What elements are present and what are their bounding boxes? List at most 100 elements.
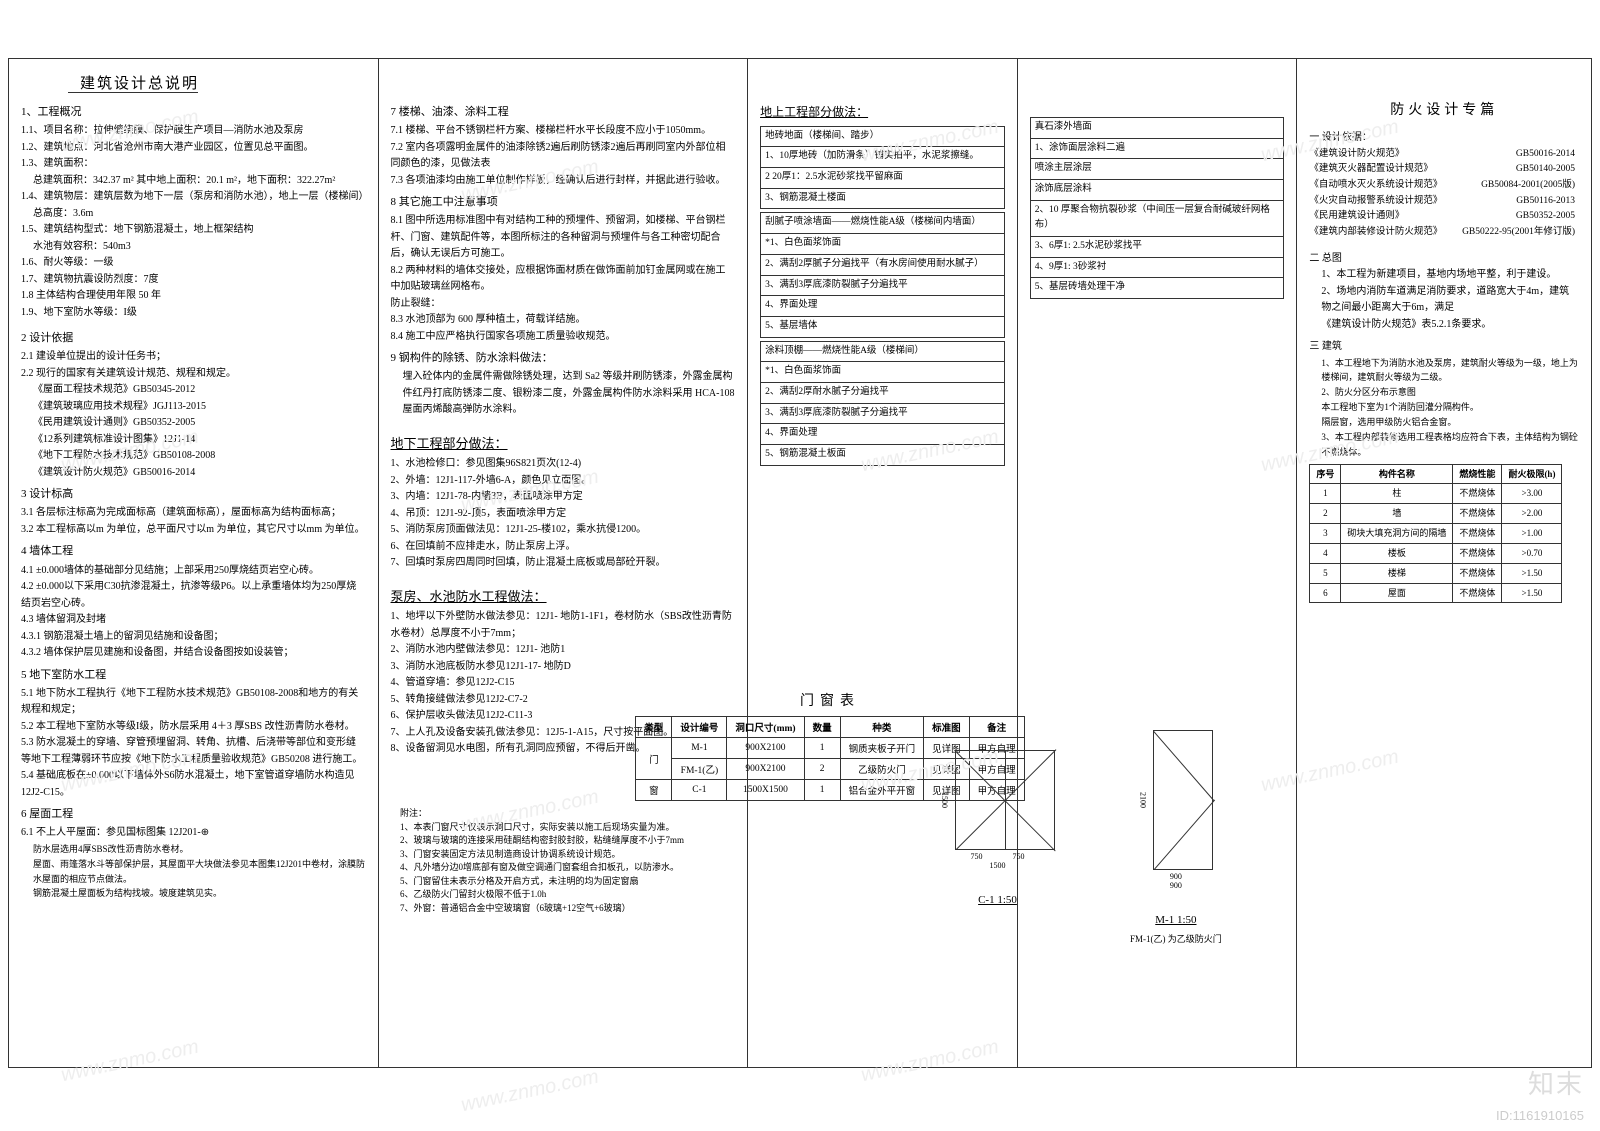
- td: 3、钢筋混凝土楼面: [761, 188, 1005, 209]
- t: 2、消防水池内壁做法参见：12J1- 池防1: [391, 642, 736, 659]
- th: 数量: [804, 717, 840, 738]
- s1-h: 1、工程概况: [21, 103, 366, 121]
- t: 4.3 墙体留洞及封堵: [21, 612, 366, 629]
- col-1: 1、工程概况 1.1、项目名称：拉伸缠绕膜、保护膜生产项目—消防水池及泵房 1.…: [9, 59, 379, 1067]
- t: 《12系列建筑标准设计图集》12J1-14: [21, 432, 366, 449]
- t: 3.2 本工程标高以m 为单位，总平面尺寸以m 为单位，其它尺寸以mm 为单位。: [21, 522, 366, 539]
- t: 埋入砼体内的金属件需做除锈处理，达到 Sa2 等级并刷防锈漆，外露金属构件红丹打…: [391, 369, 736, 419]
- td: 楼板: [1341, 543, 1453, 563]
- s9-h: 9 钢构件的除锈、防水涂料做法：: [391, 349, 736, 367]
- td: 不燃烧体: [1453, 543, 1502, 563]
- td: 3、满刮3厚底漆防裂腻子分遍找平: [761, 275, 1005, 296]
- td: >0.70: [1502, 543, 1562, 563]
- th: 耐火极限(h): [1502, 464, 1562, 484]
- td: 2、10 厚聚合物抗裂砂浆（中间压一层复合耐碱玻纤网格布）: [1030, 200, 1284, 236]
- dim: 900: [1170, 881, 1182, 890]
- code-name: 《建筑设计防火规范》: [1309, 147, 1404, 163]
- t: 3、消防水池底板防水参见12J1-17- 地防D: [391, 659, 736, 676]
- s6-h: 6 屋面工程: [21, 805, 366, 823]
- code-name: 《民用建筑设计通则》: [1309, 209, 1404, 225]
- t: 防水层选用4厚SBS改性沥青防水卷材。: [21, 842, 366, 857]
- td: 1、涂饰面层涂料二遍: [1030, 138, 1284, 159]
- code-name: 《建筑灭火器配置设计规范》: [1309, 162, 1433, 178]
- page-frame: 1、工程概况 1.1、项目名称：拉伸缠绕膜、保护膜生产项目—消防水池及泵房 1.…: [8, 58, 1592, 1068]
- td: 2: [1310, 504, 1341, 524]
- td: C-1: [672, 780, 727, 801]
- dim: 2100: [1138, 792, 1147, 808]
- t: 2.1 建设单位提出的设计任务书；: [21, 349, 366, 366]
- td: *1、白色面浆饰面: [761, 362, 1005, 383]
- td: 4、9厚1: 3砂浆衬: [1030, 257, 1284, 278]
- t: 5、消防泵房顶面做法见：12J1-25-楼102，乘水抗侵1200。: [391, 522, 736, 539]
- t: 《地下工程防水技术规范》GB50108-2008: [21, 448, 366, 465]
- t: 本工程地下室为1个消防回灌分隔构件。: [1309, 400, 1579, 415]
- td: 4、界面处理: [761, 296, 1005, 317]
- td: 5、钢筋混凝土板面: [761, 444, 1005, 465]
- t: 隔层窗，选用甲级防火铝合金窗。: [1309, 415, 1579, 430]
- td: 1: [1310, 484, 1341, 504]
- td: M-1: [672, 738, 727, 759]
- ceiling-tbl: 涂料顶棚——燃烧性能A级（楼梯间） *1、白色面浆饰面 2、满刮2厚耐水腻子分遍…: [760, 341, 1005, 466]
- s3-h: 3 设计标高: [21, 485, 366, 503]
- ag-h: 地上工程部分做法：: [760, 103, 1005, 123]
- td: 3、满刮3厚底漆防裂腻子分遍找平: [761, 403, 1005, 424]
- code-num: GB50352-2005: [1516, 209, 1575, 225]
- td: 900X2100: [727, 738, 804, 759]
- t: 7、回填时泵房四周同时回填，防止混凝土底板或局部砼开裂。: [391, 555, 736, 572]
- td: 涂饰底层涂料: [1030, 180, 1284, 201]
- td: 1500X1500: [727, 780, 804, 801]
- td: 不燃烧体: [1453, 504, 1502, 524]
- td: 5: [1310, 563, 1341, 583]
- td: *1、白色面浆饰面: [761, 234, 1005, 255]
- t: 4.3.2 墙体保护层见建施和设备图，并结合设备图按如设装管；: [21, 645, 366, 662]
- s4-h: 4 墙体工程: [21, 542, 366, 560]
- t: 水池有效容积：540m3: [21, 239, 366, 256]
- t: 1.3、建筑面积：: [21, 156, 366, 173]
- t: 《民用建筑设计通则》GB50352-2005: [21, 415, 366, 432]
- t: 1.8 主体结构合理使用年限 50 年: [21, 288, 366, 305]
- th: 燃烧性能: [1453, 464, 1502, 484]
- t: 防止裂缝：: [391, 296, 736, 313]
- td: FM-1(乙): [672, 759, 727, 780]
- t: 1.1、项目名称：拉伸缠绕膜、保护膜生产项目—消防水池及泵房: [21, 123, 366, 140]
- td: 不燃烧体: [1453, 484, 1502, 504]
- diagram-note: FM-1(乙) 为乙级防火门: [1130, 932, 1222, 945]
- td: 砌块大填充洞方间的隔墙: [1341, 524, 1453, 544]
- diagram-label: M-1 1:50: [1155, 914, 1196, 926]
- s8-h: 8 其它施工中注意事项: [391, 193, 736, 211]
- wall-tbl: 刮腻子喷涂墙面——燃烧性能A级（楼梯间内墙面） *1、白色面浆饰面 2、满刮2厚…: [760, 212, 1005, 337]
- t: 2.2 现行的国家有关建筑设计规范、规程和规定。: [21, 366, 366, 383]
- t: 1.4、建筑物层：建筑层数为地下一层（泵房和消防水池），地上一层（楼梯间）: [21, 189, 366, 206]
- col-2: 7 楼梯、油漆、涂料工程 7.1 楼梯、平台不锈钢栏杆方案、楼梯栏杆水平长段度不…: [379, 59, 749, 1067]
- t: 1、地坪以下外壁防水做法参见：12J1- 地防1-1F1，卷材防水（SBS改性沥…: [391, 609, 736, 642]
- th: 序号: [1310, 464, 1341, 484]
- t: 7.2 室内各项露明金属件的油漆除锈2遍后刷防锈漆2遍后再刷同室内外部位相同颜色…: [391, 140, 736, 173]
- th: 种类: [840, 717, 924, 738]
- td: 3、6厚1: 2.5水泥砂浆找平: [1030, 237, 1284, 258]
- t: 3、本工程内部装修选用工程表格均应符合下表，主体结构为钢砼不燃烧体。: [1309, 430, 1579, 460]
- td: 不燃烧体: [1453, 583, 1502, 603]
- td: 4: [1310, 543, 1341, 563]
- dim: 900: [1170, 872, 1182, 881]
- td: 柱: [1341, 484, 1453, 504]
- t: 1.9、地下室防水等级：I级: [21, 305, 366, 322]
- fire-title: 防火设计专篇: [1309, 99, 1579, 122]
- t: 5.2 本工程地下室防水等级I级，防水层采用 4＋3 厚SBS 改性沥青防水卷材…: [21, 719, 366, 736]
- t: 7.1 楼梯、平台不锈钢栏杆方案、楼梯栏杆水平长段度不应小于1050mm。: [391, 123, 736, 140]
- t: 8.2 两种材料的墙体交接处，应根据饰面材质在做饰面前加钉金属网或在施工中加贴玻…: [391, 263, 736, 296]
- watermark: www.znmo.com: [459, 1066, 601, 1118]
- td: >1.00: [1502, 524, 1562, 544]
- dim: 1500: [990, 861, 1006, 870]
- code-num: GB50016-2014: [1516, 147, 1575, 163]
- t: 1.7、建筑物抗震设防烈度：7度: [21, 272, 366, 289]
- code-name: 《自动喷水灭火系统设计规范》: [1309, 178, 1442, 194]
- td: 2: [804, 759, 840, 780]
- th: 洞口尺寸(mm): [727, 717, 804, 738]
- code-list: 《建筑设计防火规范》 GB50016-2014 《建筑灭火器配置设计规范》 GB50…: [1309, 147, 1579, 241]
- td: 1、10厚地砖（加防滑条）铺实拍平，水泥浆擦缝。: [761, 147, 1005, 168]
- th: 构件名称: [1341, 464, 1453, 484]
- td: 喷涂主层涂层: [1030, 159, 1284, 180]
- t: 2、外墙：12J1-117-外墙6-A，颜色见立面图。: [391, 473, 736, 490]
- dim: 1500: [940, 792, 949, 808]
- td: 2、满刮2厚耐水腻子分遍找平: [761, 382, 1005, 403]
